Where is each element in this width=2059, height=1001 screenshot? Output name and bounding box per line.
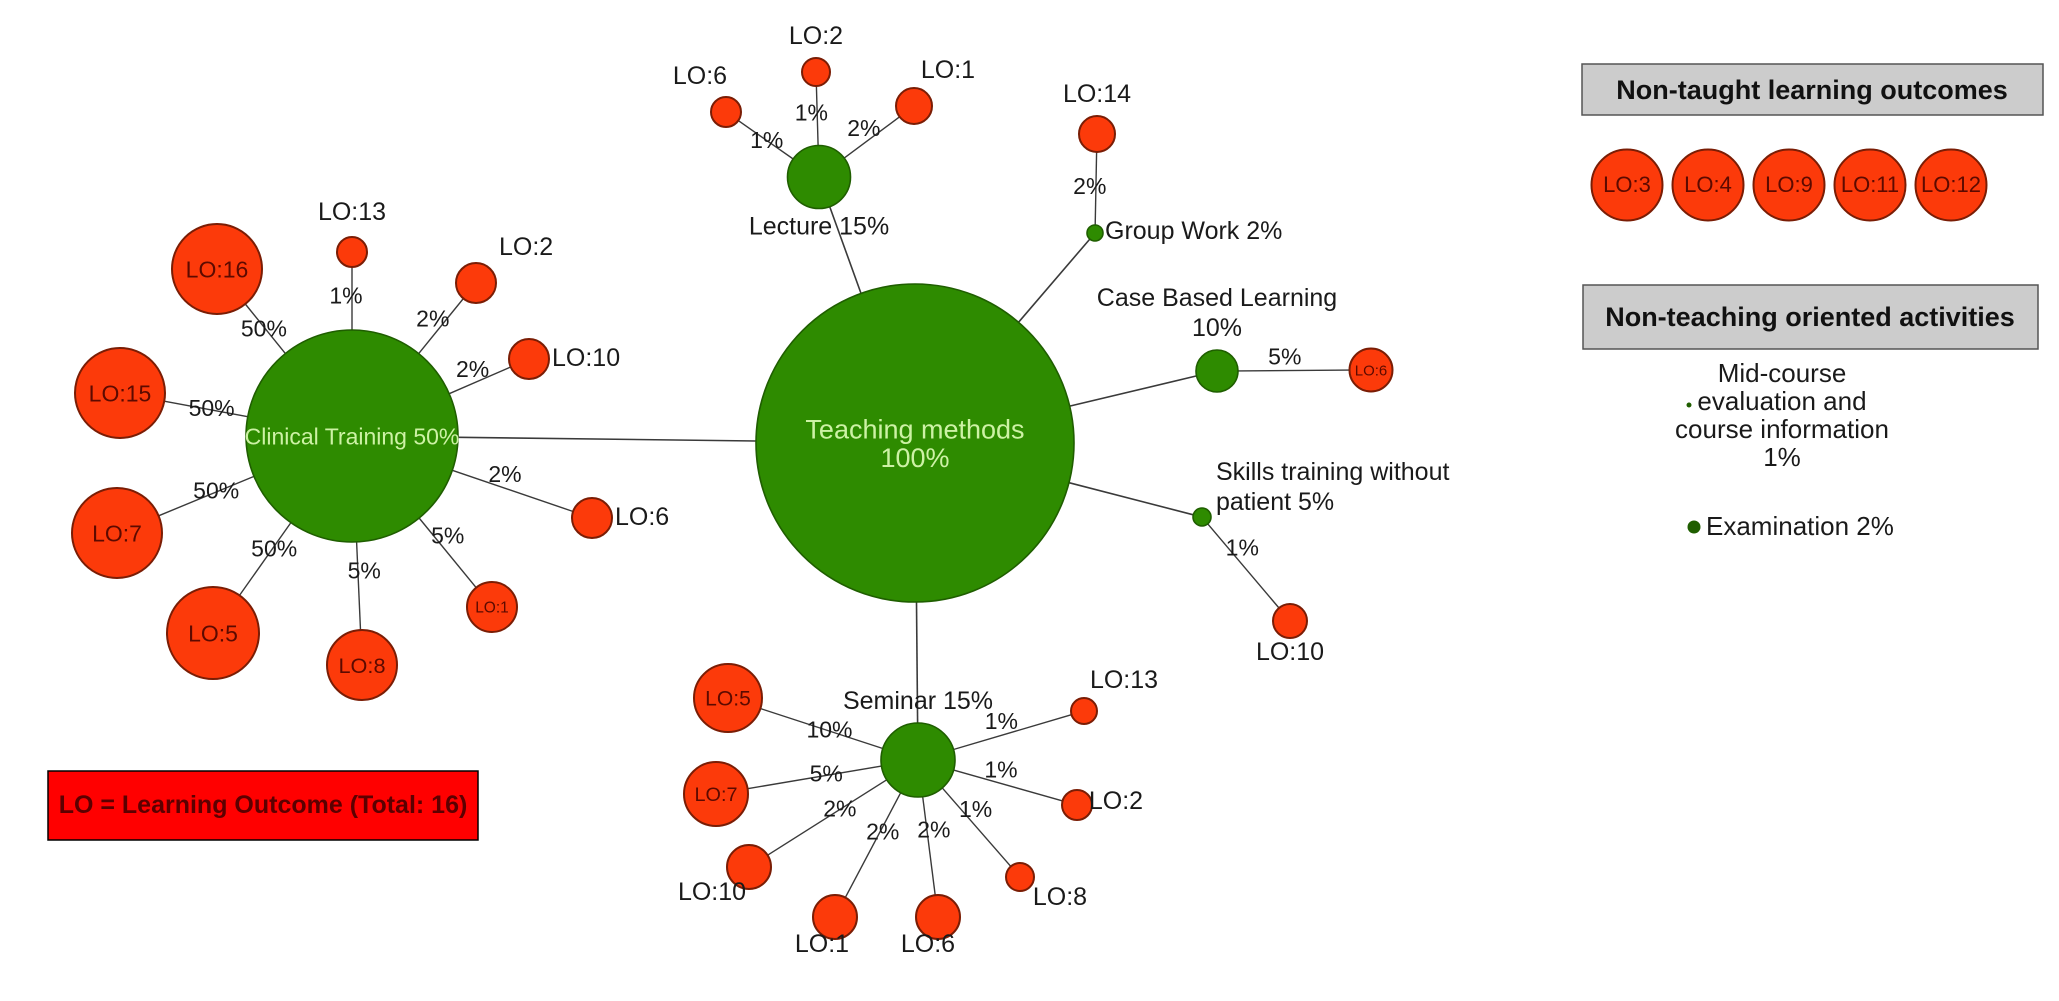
svg-text:evaluation and: evaluation and (1697, 386, 1866, 416)
svg-text:LO:14: LO:14 (1063, 80, 1131, 108)
svg-text:1%: 1% (959, 796, 992, 822)
svg-text:100%: 100% (880, 443, 949, 473)
svg-text:LO:15: LO:15 (89, 380, 152, 406)
svg-text:2%: 2% (847, 115, 880, 141)
svg-text:Teaching methods: Teaching methods (805, 415, 1024, 445)
svg-text:Case Based Learning: Case Based Learning (1097, 284, 1337, 312)
svg-text:50%: 50% (189, 395, 235, 421)
svg-text:LO:12: LO:12 (1921, 172, 1981, 197)
svg-text:LO:3: LO:3 (1603, 172, 1651, 197)
svg-text:LO:7: LO:7 (92, 520, 142, 546)
svg-text:2%: 2% (1073, 173, 1106, 199)
svg-text:LO:4: LO:4 (1684, 172, 1732, 197)
svg-text:2%: 2% (456, 356, 489, 382)
svg-text:LO:1: LO:1 (475, 600, 509, 617)
svg-text:LO:6: LO:6 (673, 62, 727, 90)
svg-text:LO:1: LO:1 (921, 56, 975, 84)
svg-text:LO:10: LO:10 (552, 344, 620, 372)
svg-text:1%: 1% (795, 100, 828, 126)
svg-text:10%: 10% (1192, 314, 1242, 342)
svg-text:Examination 2%: Examination 2% (1706, 511, 1894, 541)
svg-text:LO:8: LO:8 (338, 653, 385, 678)
svg-text:LO:5: LO:5 (188, 620, 238, 646)
svg-text:1%: 1% (1763, 442, 1801, 472)
svg-text:2%: 2% (416, 306, 449, 332)
svg-text:LO:7: LO:7 (695, 784, 738, 806)
svg-text:LO:13: LO:13 (1090, 666, 1158, 694)
svg-text:Seminar 15%: Seminar 15% (843, 687, 993, 715)
svg-text:LO:10: LO:10 (1256, 638, 1324, 666)
svg-text:10%: 10% (806, 716, 852, 742)
svg-text:5%: 5% (348, 558, 381, 584)
svg-text:patient 5%: patient 5% (1216, 488, 1334, 516)
svg-text:LO:13: LO:13 (318, 198, 386, 226)
svg-text:50%: 50% (241, 316, 287, 342)
svg-text:1%: 1% (984, 756, 1017, 782)
svg-text:1%: 1% (329, 283, 362, 309)
svg-text:LO:8: LO:8 (1033, 883, 1087, 911)
svg-text:course information: course information (1675, 414, 1889, 444)
svg-text:Skills training without: Skills training without (1216, 458, 1449, 486)
svg-text:2%: 2% (917, 816, 950, 842)
svg-text:50%: 50% (251, 536, 297, 562)
svg-text:LO:11: LO:11 (1841, 172, 1899, 197)
svg-text:Lecture 15%: Lecture 15% (749, 213, 889, 241)
svg-text:LO:10: LO:10 (678, 878, 746, 906)
svg-text:LO:5: LO:5 (705, 688, 751, 711)
svg-text:LO:6: LO:6 (615, 503, 669, 531)
svg-text:1%: 1% (750, 127, 783, 153)
svg-text:5%: 5% (1268, 344, 1301, 370)
svg-text:LO = Learning Outcome (Total:: LO = Learning Outcome (Total: 16) (59, 791, 468, 819)
svg-text:LO:6: LO:6 (1355, 362, 1388, 379)
svg-text:LO:2: LO:2 (499, 233, 553, 261)
svg-text:Mid-course: Mid-course (1718, 358, 1847, 388)
svg-text:5%: 5% (810, 761, 843, 787)
svg-text:Clinical Training 50%: Clinical Training 50% (245, 423, 460, 449)
svg-text:Non-taught learning outcomes: Non-taught learning outcomes (1616, 75, 2008, 105)
svg-text:LO:1: LO:1 (795, 930, 849, 958)
svg-text:LO:16: LO:16 (186, 256, 249, 282)
svg-text:2%: 2% (488, 461, 521, 487)
svg-text:1%: 1% (1226, 534, 1259, 560)
svg-text:Group Work 2%: Group Work 2% (1105, 217, 1282, 245)
svg-text:LO:2: LO:2 (1089, 787, 1143, 815)
svg-text:5%: 5% (431, 523, 464, 549)
svg-text:50%: 50% (193, 478, 239, 504)
svg-text:LO:2: LO:2 (789, 22, 843, 50)
svg-text:2%: 2% (823, 796, 856, 822)
svg-text:LO:6: LO:6 (901, 930, 955, 958)
svg-text:LO:9: LO:9 (1765, 172, 1813, 197)
svg-text:2%: 2% (866, 819, 899, 845)
svg-text:Non-teaching oriented activiti: Non-teaching oriented activities (1605, 302, 2015, 332)
